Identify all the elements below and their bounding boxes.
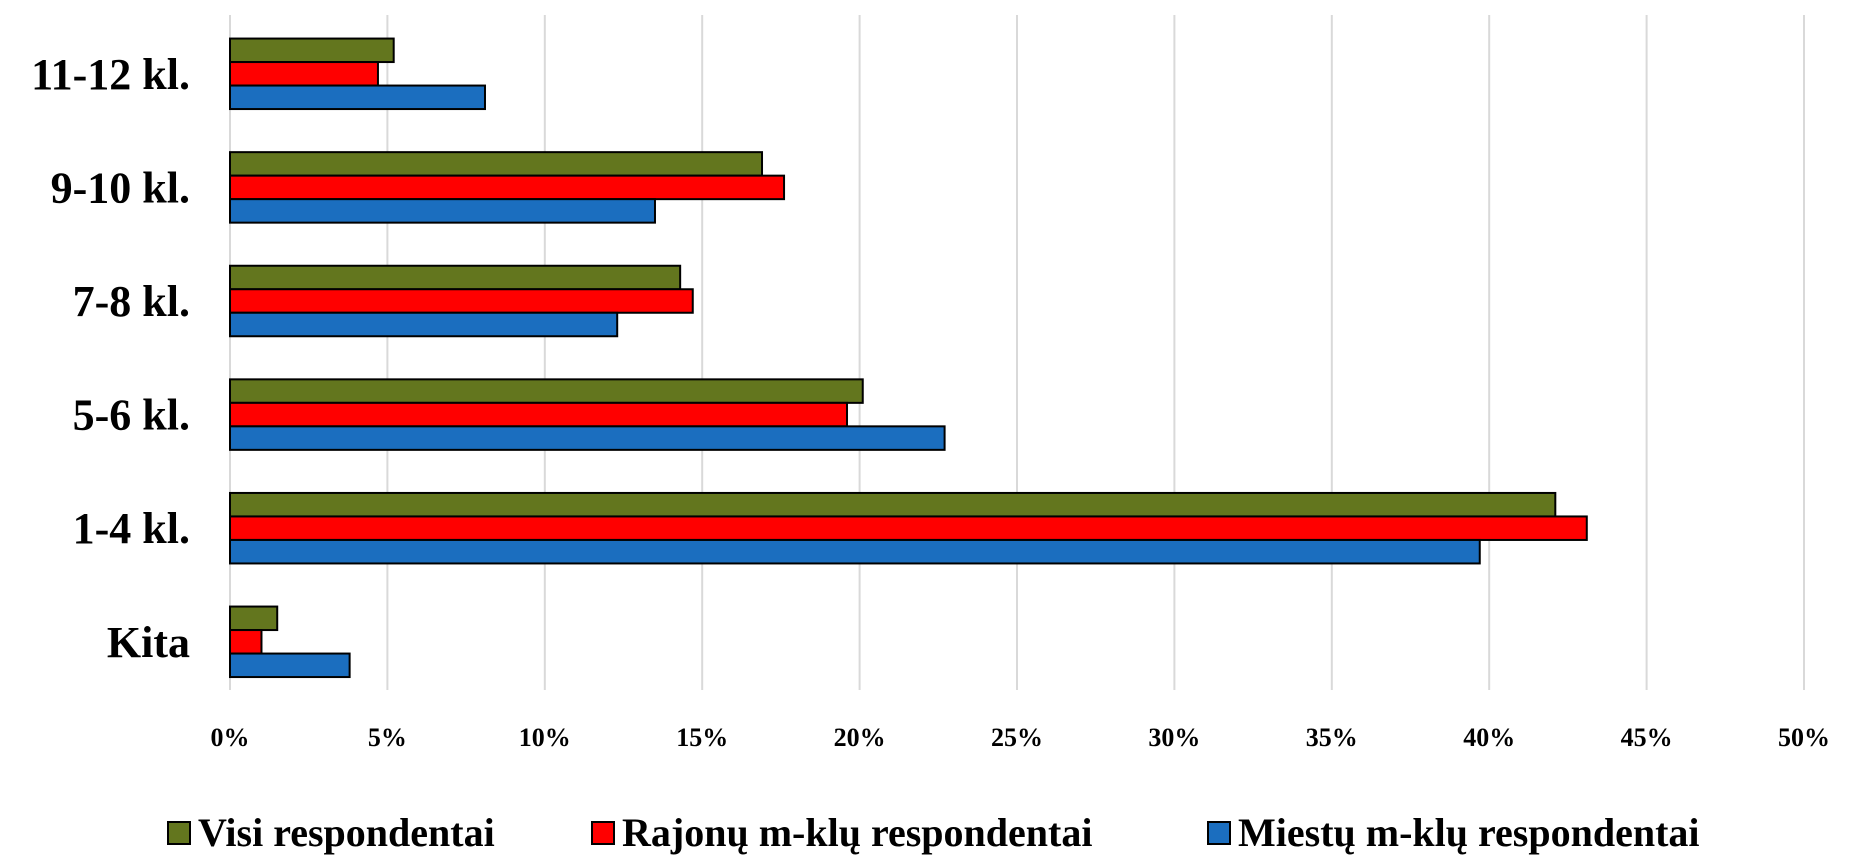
x-tick-label: 10% xyxy=(519,723,571,752)
bar xyxy=(229,401,849,428)
legend-swatch xyxy=(591,821,615,845)
category-label: 11-12 kl. xyxy=(31,50,190,99)
x-tick-labels: 0% 5% 10% 15% 20% 25% 30% 35% 40% 45% 50% xyxy=(211,723,1831,752)
legend-label: Visi respondentai xyxy=(198,810,495,855)
bar xyxy=(229,425,946,451)
legend: Visi respondentai Rajonų m-klų respondent… xyxy=(167,810,1700,855)
category-label: Kita xyxy=(107,618,190,667)
x-tick-label: 50% xyxy=(1778,723,1830,752)
bar xyxy=(229,311,619,338)
x-tick-label: 25% xyxy=(991,723,1043,752)
legend-label: Miestų m-klų respondentai xyxy=(1238,810,1700,855)
bar xyxy=(229,378,864,404)
bar xyxy=(229,264,682,291)
bar xyxy=(229,84,486,111)
bar xyxy=(229,288,694,314)
category-label: 1-4 kl. xyxy=(73,504,190,553)
x-tick-label: 20% xyxy=(834,723,886,752)
x-tick-label: 15% xyxy=(676,723,728,752)
bar xyxy=(229,37,395,64)
bar xyxy=(229,491,1557,518)
x-tick-label: 35% xyxy=(1306,723,1358,752)
bars xyxy=(229,37,1588,679)
category-labels: 11-12 kl. 9-10 kl. 7-8 kl. 5-6 kl. 1-4 kl. Ki… xyxy=(31,50,190,667)
x-tick-label: 0% xyxy=(211,723,250,752)
bar xyxy=(229,538,1481,565)
bar xyxy=(229,515,1588,541)
bar xyxy=(229,652,351,679)
x-tick-label: 5% xyxy=(368,723,407,752)
x-tick-label: 45% xyxy=(1621,723,1673,752)
x-tick-label: 40% xyxy=(1463,723,1515,752)
bar xyxy=(229,174,786,201)
bar xyxy=(229,151,764,177)
category-label: 9-10 kl. xyxy=(51,163,190,212)
x-tick-label: 30% xyxy=(1148,723,1200,752)
bar xyxy=(229,605,279,632)
legend-swatch xyxy=(1207,821,1231,845)
bar xyxy=(229,61,379,87)
category-label: 5-6 kl. xyxy=(73,391,190,440)
legend-label: Rajonų m-klų respondentai xyxy=(622,810,1092,855)
legend-swatch xyxy=(167,821,191,845)
bar xyxy=(229,198,656,224)
category-label: 7-8 kl. xyxy=(73,277,190,326)
bar xyxy=(229,629,263,655)
gridlines xyxy=(229,15,1805,690)
